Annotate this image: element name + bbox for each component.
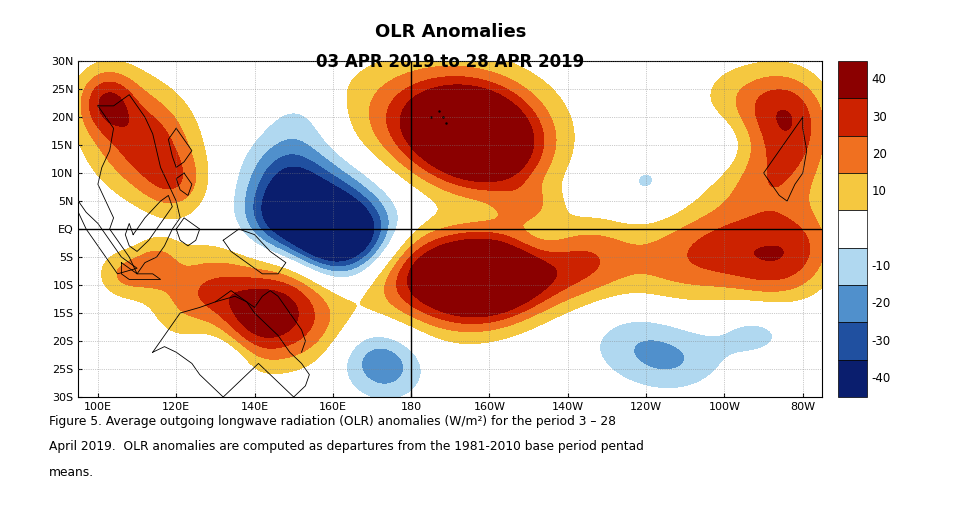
Text: -10: -10 xyxy=(870,260,890,273)
FancyBboxPatch shape xyxy=(837,61,867,98)
FancyBboxPatch shape xyxy=(837,285,867,322)
FancyBboxPatch shape xyxy=(837,173,867,210)
Text: OLR Anomalies: OLR Anomalies xyxy=(375,23,525,41)
Text: 03 APR 2019 to 28 APR 2019: 03 APR 2019 to 28 APR 2019 xyxy=(316,53,584,71)
Text: -20: -20 xyxy=(870,297,890,310)
Text: -40: -40 xyxy=(870,372,890,385)
Text: 30: 30 xyxy=(870,110,886,124)
Text: -30: -30 xyxy=(870,334,890,348)
Text: means.: means. xyxy=(49,466,94,479)
Text: 10: 10 xyxy=(870,185,886,198)
FancyBboxPatch shape xyxy=(837,322,867,360)
FancyBboxPatch shape xyxy=(837,248,867,285)
FancyBboxPatch shape xyxy=(837,136,867,173)
Text: Figure 5. Average outgoing longwave radiation (OLR) anomalies (W/m²) for the per: Figure 5. Average outgoing longwave radi… xyxy=(49,415,615,428)
FancyBboxPatch shape xyxy=(837,360,867,397)
FancyBboxPatch shape xyxy=(837,210,867,248)
Text: 20: 20 xyxy=(870,148,886,161)
Text: April 2019.  OLR anomalies are computed as departures from the 1981-2010 base pe: April 2019. OLR anomalies are computed a… xyxy=(49,440,644,454)
FancyBboxPatch shape xyxy=(837,98,867,136)
Text: 40: 40 xyxy=(870,73,886,86)
